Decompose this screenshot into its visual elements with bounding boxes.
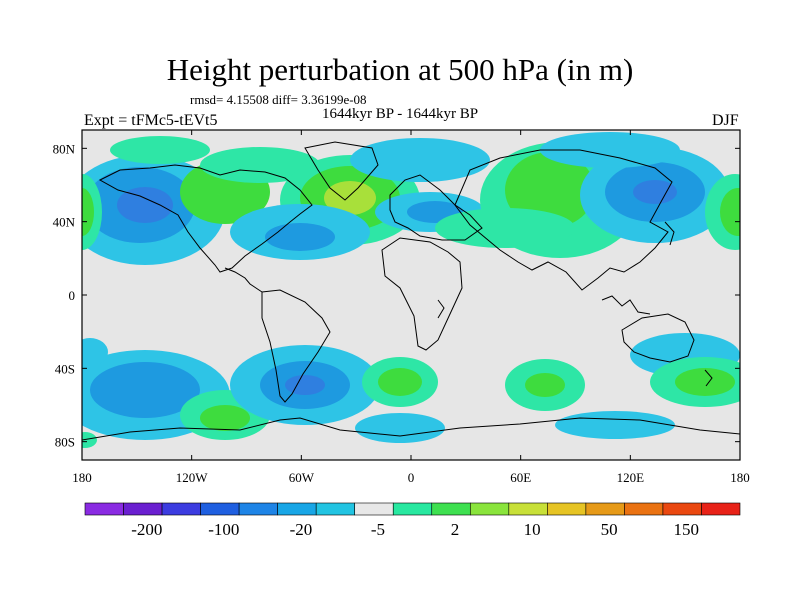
- lat-tick-label: 0: [69, 288, 76, 303]
- colorbar-swatch: [585, 502, 625, 516]
- colorbar-swatch: [84, 502, 124, 516]
- anomaly-region: [555, 411, 675, 439]
- anomaly-region: [720, 188, 740, 236]
- anomaly-region: [82, 432, 97, 448]
- colorbar-swatch: [469, 502, 510, 516]
- lon-tick-label: 180: [72, 470, 92, 485]
- anomaly-region: [540, 132, 680, 168]
- anomaly-region: [82, 338, 108, 366]
- colorbar-swatch: [315, 502, 356, 516]
- lon-tick-label: 60E: [510, 470, 531, 485]
- colorbar-swatch: [508, 502, 548, 516]
- anomaly-region: [285, 375, 325, 395]
- map-plot-area: [82, 130, 740, 460]
- anomaly-region: [110, 136, 210, 164]
- anomaly-region: [82, 188, 94, 236]
- colorbar-swatch: [277, 502, 317, 516]
- lon-tick-label: 120W: [176, 470, 209, 485]
- colorbar-label: -20: [290, 520, 313, 539]
- anomaly-contours: [82, 132, 740, 448]
- anomaly-region: [505, 152, 595, 228]
- colorbar-swatch: [123, 502, 163, 516]
- lat-tick-label: 80N: [53, 141, 76, 156]
- colorbar-swatch: [354, 502, 394, 516]
- lon-tick-label: 0: [408, 470, 415, 485]
- lon-tick-label: 60W: [289, 470, 315, 485]
- colorbar-swatch: [161, 502, 201, 516]
- lat-tick-label: 40S: [55, 361, 75, 376]
- anomaly-region: [633, 180, 677, 204]
- colorbar-label: 150: [673, 520, 699, 539]
- anomaly-region: [90, 362, 200, 418]
- colorbar-swatch: [701, 502, 741, 516]
- colorbar-label: -200: [131, 520, 162, 539]
- rmsd-diff-stats: rmsd= 4.15508 diff= 3.36199e-08: [190, 92, 367, 107]
- plot-title: Height perturbation at 500 hPa (in m): [166, 52, 634, 87]
- anomaly-region: [200, 405, 250, 431]
- colorbar-swatch: [200, 502, 240, 516]
- colorbar-swatch: [392, 502, 433, 516]
- lon-tick-label: 180: [730, 470, 750, 485]
- anomaly-region: [378, 368, 422, 396]
- anomaly-region: [117, 187, 173, 223]
- anomaly-region: [200, 147, 320, 183]
- colorbar-swatch: [662, 502, 702, 516]
- lat-tick-label: 80S: [55, 435, 75, 450]
- colorbar-swatch: [547, 502, 587, 516]
- colorbar-label: 10: [524, 520, 541, 539]
- anomaly-region: [355, 413, 445, 443]
- map-axes: 180 120W 60W 0 60E 120E 180 80N 40N 0 40S 80S: [53, 130, 750, 485]
- anomaly-region: [675, 368, 735, 396]
- anomaly-region: [265, 223, 335, 251]
- anomaly-region: [350, 138, 490, 182]
- experiment-label: Expt = tFMc5-tEVt5: [84, 112, 218, 129]
- lat-tick-label: 40N: [53, 215, 76, 230]
- colorbar-label: 2: [451, 520, 460, 539]
- colorbar-swatch: [624, 502, 664, 516]
- colorbar-label: -100: [208, 520, 239, 539]
- colorbar-label: 50: [601, 520, 618, 539]
- time-period-label: 1644kyr BP - 1644kyr BP: [322, 106, 479, 122]
- colorbar-swatch: [431, 502, 471, 516]
- colorbar-swatch: [238, 502, 278, 516]
- lon-tick-label: 120E: [617, 470, 645, 485]
- colorbar-label: -5: [371, 520, 385, 539]
- anomaly-region: [435, 208, 575, 248]
- coastlines: [82, 141, 740, 441]
- anomaly-region: [525, 373, 565, 397]
- colorbar: -200 -100 -20 -5 2 10 50 150: [84, 502, 741, 539]
- anomaly-region: [324, 181, 376, 215]
- season-label: DJF: [712, 112, 739, 129]
